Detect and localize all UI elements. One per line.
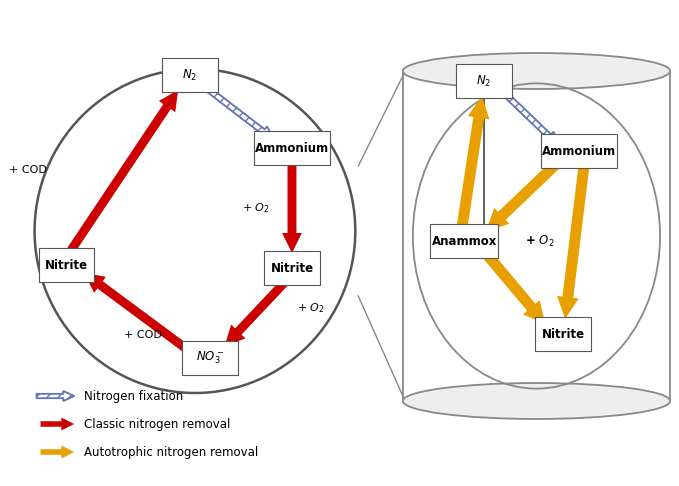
Text: Autotrophic nitrogen removal: Autotrophic nitrogen removal (84, 446, 258, 458)
FancyArrow shape (37, 391, 74, 401)
Text: Nitrite: Nitrite (45, 259, 88, 272)
Text: Nitrite: Nitrite (542, 328, 585, 341)
FancyArrow shape (225, 280, 287, 346)
FancyBboxPatch shape (264, 251, 320, 285)
FancyArrow shape (495, 84, 559, 146)
Text: Anammox: Anammox (432, 235, 497, 247)
FancyBboxPatch shape (255, 131, 329, 165)
FancyArrow shape (486, 159, 561, 231)
FancyArrow shape (557, 165, 589, 319)
Text: Nitrite: Nitrite (270, 261, 314, 275)
FancyBboxPatch shape (182, 341, 238, 375)
FancyBboxPatch shape (162, 58, 218, 92)
FancyBboxPatch shape (541, 134, 617, 168)
Text: + COD: + COD (9, 165, 46, 175)
Text: Nitrogen fixation: Nitrogen fixation (84, 389, 183, 402)
Ellipse shape (403, 383, 670, 419)
Text: $N_2$: $N_2$ (183, 68, 198, 83)
FancyBboxPatch shape (430, 224, 498, 258)
FancyBboxPatch shape (536, 317, 591, 351)
Ellipse shape (35, 69, 355, 393)
Text: $NO_3^-$: $NO_3^-$ (196, 350, 224, 366)
FancyBboxPatch shape (39, 248, 94, 282)
FancyArrow shape (84, 273, 195, 357)
Text: + $O_2$: + $O_2$ (525, 233, 554, 248)
FancyBboxPatch shape (456, 64, 512, 98)
Text: Ammonium: Ammonium (255, 141, 329, 155)
FancyArrow shape (41, 417, 74, 431)
Text: + $O_2$: + $O_2$ (242, 201, 270, 215)
FancyArrow shape (457, 96, 490, 227)
Text: + COD: + COD (124, 330, 162, 340)
FancyArrow shape (198, 81, 274, 140)
FancyArrow shape (41, 446, 74, 458)
Text: $N_2$: $N_2$ (477, 73, 492, 88)
Text: + $O_2$: + $O_2$ (297, 301, 325, 315)
FancyArrow shape (282, 163, 302, 253)
FancyArrow shape (67, 90, 178, 253)
Bar (403, 71, 670, 401)
Text: Ammonium: Ammonium (542, 144, 616, 157)
Text: Classic nitrogen removal: Classic nitrogen removal (84, 417, 230, 431)
FancyArrow shape (480, 247, 545, 324)
Ellipse shape (403, 53, 670, 89)
